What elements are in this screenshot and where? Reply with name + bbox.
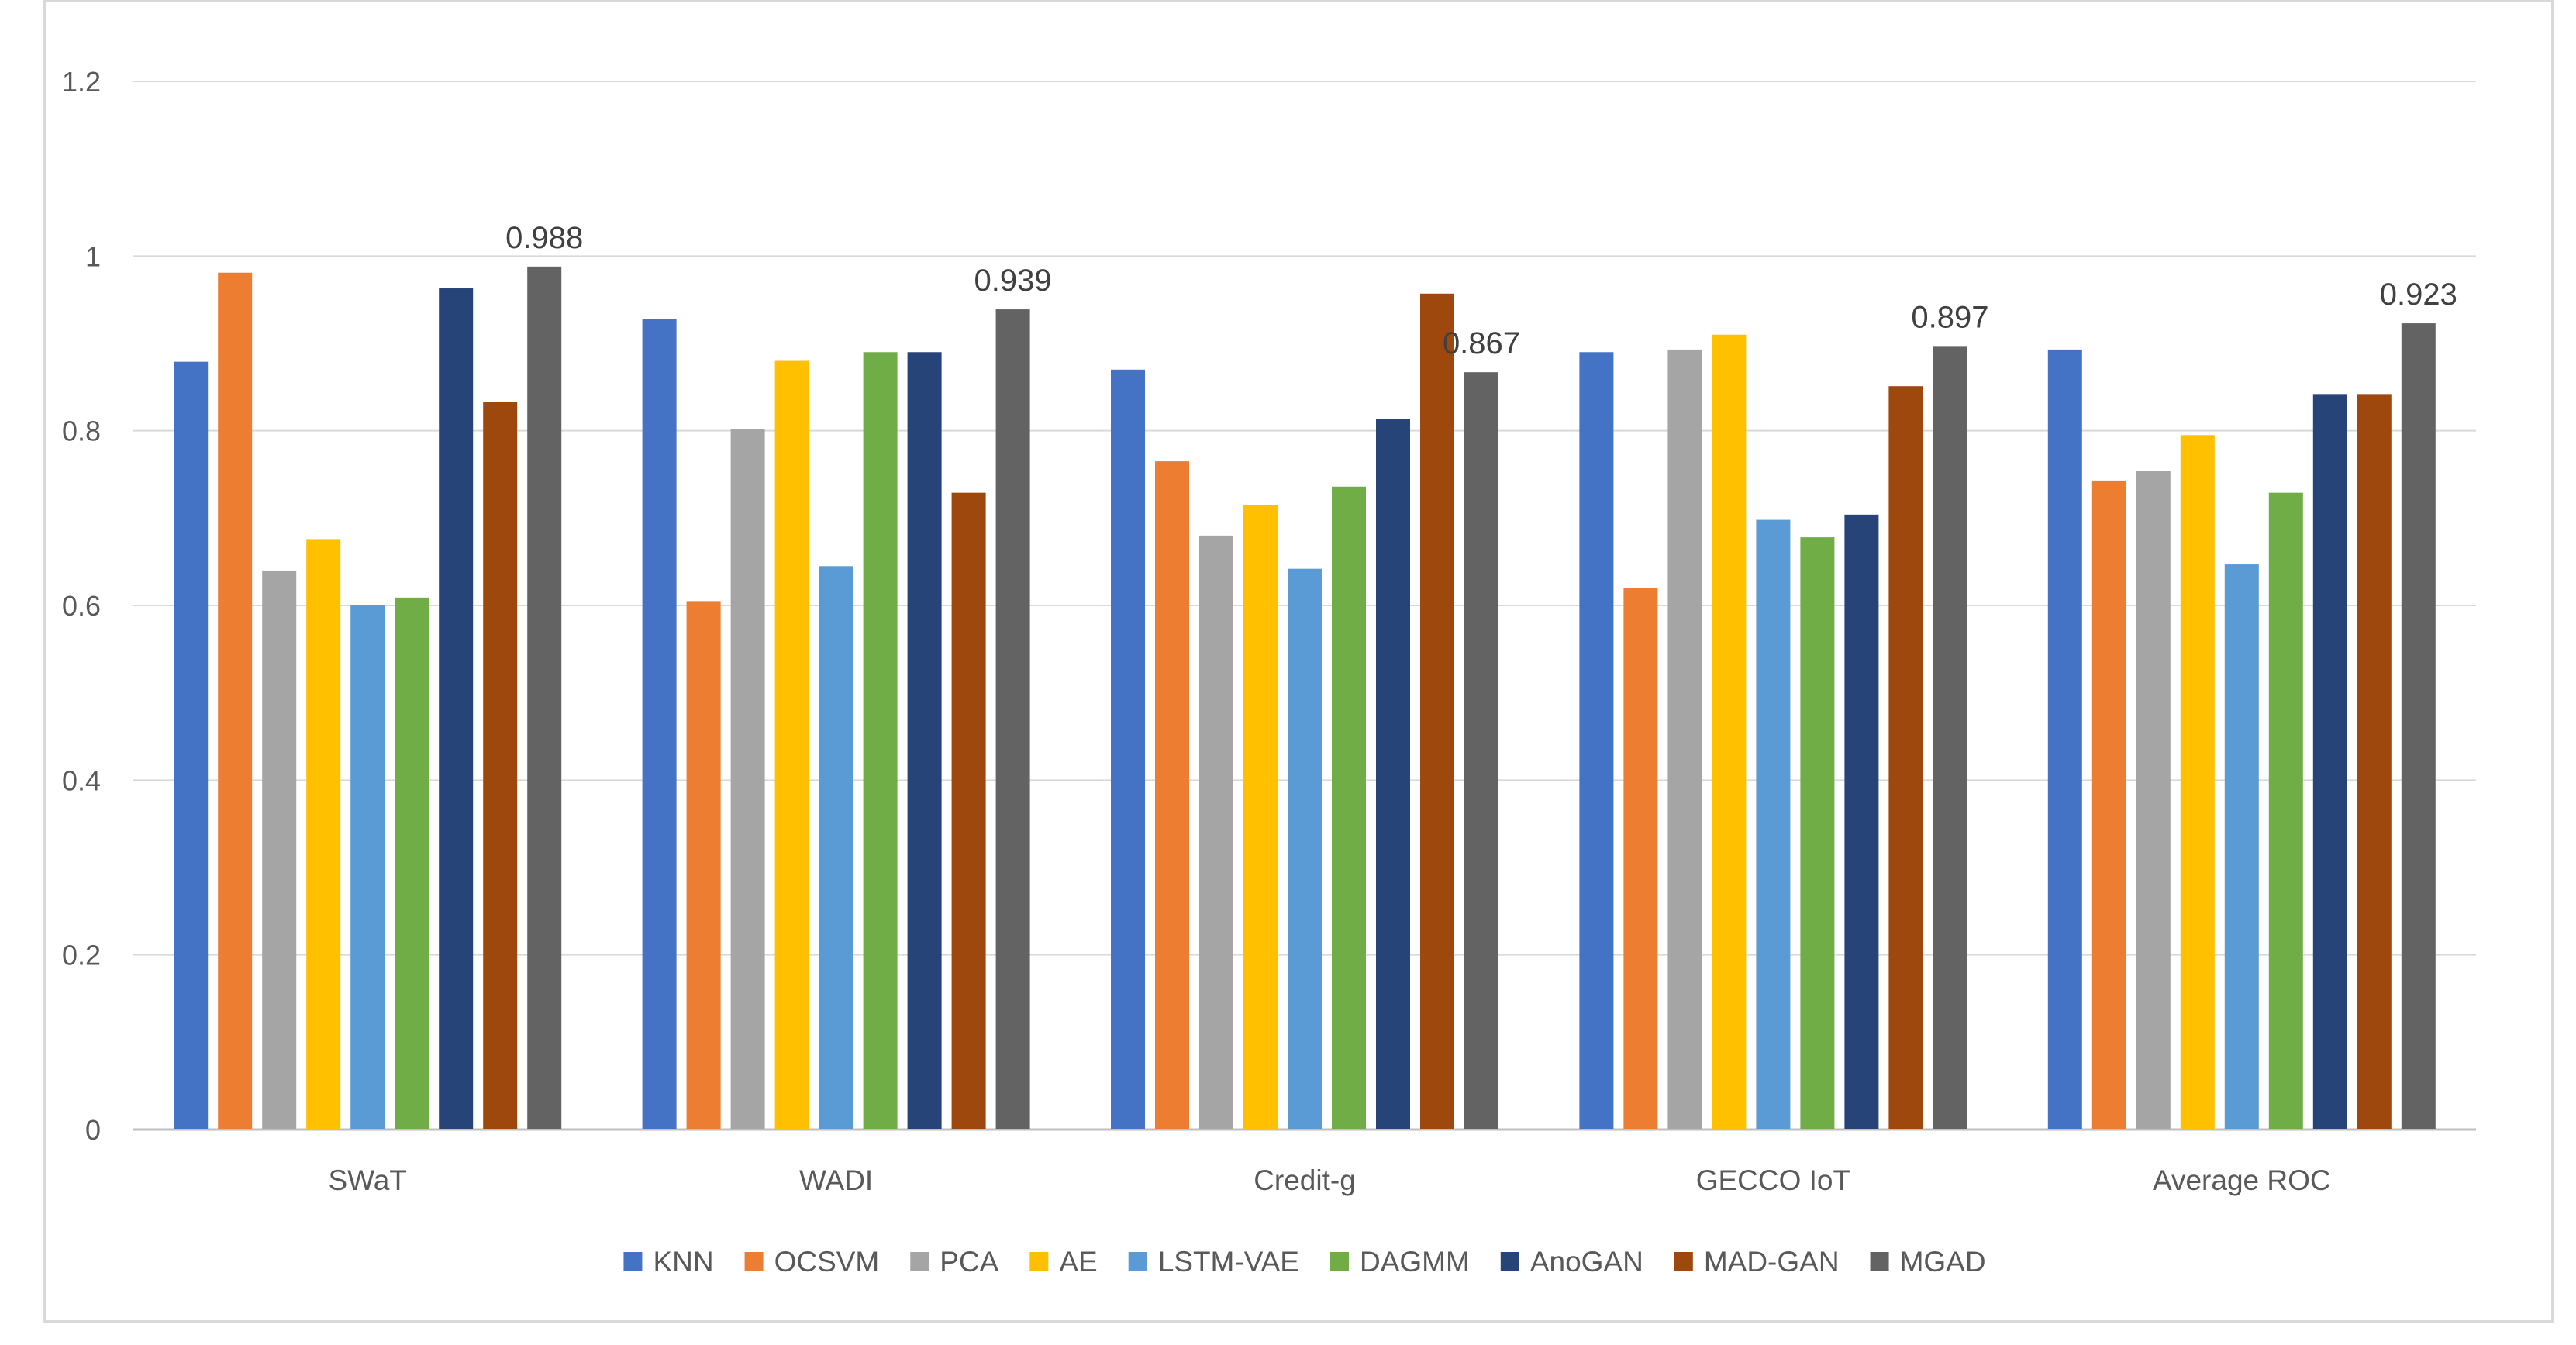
bar-dagmm-credit-g [1332, 486, 1366, 1129]
bar-pca-average-roc [2136, 471, 2171, 1129]
legend-label: AE [1059, 1246, 1097, 1278]
data-labels: 0.988 0.939 0.867 0.897 0.923 [505, 221, 2457, 360]
bar-anogan-gecco-iot [1844, 514, 1879, 1129]
legend-label: OCSVM [774, 1246, 880, 1278]
x-category-label: Credit-g [1254, 1164, 1356, 1196]
bar-anogan-wadi [907, 352, 942, 1129]
x-category-label: Average ROC [2153, 1164, 2331, 1196]
legend-swatch [1029, 1252, 1049, 1271]
legend-label: MGAD [1900, 1246, 1986, 1278]
legend-item-lstm-vae: LSTM-VAE [1128, 1246, 1299, 1278]
bar-knn-wadi [642, 319, 677, 1129]
bar-knn-average-roc [2047, 349, 2082, 1129]
bar-lstm-vae-gecco-iot [1756, 519, 1791, 1129]
bar-lstm-vae-swat [350, 605, 385, 1129]
bar-mgad-credit-g [1464, 372, 1498, 1129]
bar-mad-gan-wadi [951, 492, 986, 1129]
legend-item-ocsvm: OCSVM [744, 1246, 880, 1278]
bar-lstm-vae-wadi [819, 566, 853, 1129]
bar-ocsvm-credit-g [1155, 461, 1189, 1129]
x-axis-category-labels: SWaT WADI Credit-g GECCO IoT Average ROC [328, 1164, 2330, 1196]
legend-label: KNN [653, 1246, 713, 1278]
bar-ae-gecco-iot [1712, 334, 1747, 1129]
legend-item-anogan: AnoGAN [1500, 1246, 1643, 1278]
legend-swatch [1128, 1252, 1147, 1271]
bar-mad-gan-swat [483, 402, 518, 1129]
legend-item-ae: AE [1029, 1246, 1098, 1278]
bar-ae-credit-g [1243, 505, 1278, 1129]
bar-mgad-swat [527, 266, 562, 1130]
data-label: 0.867 [1443, 326, 1520, 360]
bar-ae-wadi [774, 360, 809, 1129]
bar-mad-gan-average-roc [2357, 394, 2392, 1129]
y-axis-tick-labels: 0 0.2 0.4 0.6 0.8 1 1.2 [62, 66, 101, 1146]
bar-pca-credit-g [1199, 535, 1233, 1129]
y-tick-label: 0.6 [62, 590, 101, 622]
x-category-label: WADI [799, 1164, 873, 1196]
gridlines [133, 81, 2476, 1131]
y-tick-label: 0.8 [62, 416, 101, 447]
y-tick-label: 1 [85, 240, 101, 272]
data-label: 0.923 [2380, 278, 2457, 312]
bar-pca-swat [262, 570, 297, 1129]
x-category-label: SWaT [328, 1164, 406, 1196]
legend-label: MAD-GAN [1704, 1246, 1840, 1278]
bar-mad-gan-credit-g [1420, 293, 1454, 1129]
bar-knn-gecco-iot [1579, 352, 1614, 1129]
legend: KNN OCSVM PCA AE LSTM-VAE DAGMM AnoGAN MAD-GAN M… [623, 1246, 1986, 1278]
bar-dagmm-gecco-iot [1800, 537, 1835, 1129]
data-label: 0.939 [974, 264, 1052, 298]
bar-ocsvm-average-roc [2091, 480, 2126, 1129]
bar-ocsvm-gecco-iot [1623, 588, 1658, 1129]
bar-ocsvm-swat [218, 272, 253, 1129]
bar-mgad-average-roc [2401, 323, 2436, 1129]
legend-swatch [1329, 1252, 1349, 1271]
bar-dagmm-swat [395, 597, 429, 1129]
y-tick-label: 0 [85, 1114, 101, 1146]
legend-swatch [1870, 1252, 1889, 1271]
bar-ae-swat [306, 539, 341, 1129]
bar-anogan-swat [439, 288, 474, 1129]
legend-label: PCA [940, 1246, 998, 1278]
data-label: 0.988 [505, 221, 583, 255]
bar-lstm-vae-credit-g [1288, 568, 1322, 1129]
data-label: 0.897 [1911, 300, 1988, 334]
bar-lstm-vae-average-roc [2224, 564, 2259, 1129]
legend-swatch [1500, 1252, 1519, 1271]
legend-label: DAGMM [1360, 1246, 1470, 1278]
bars [174, 266, 2436, 1130]
bar-ae-average-roc [2180, 435, 2215, 1129]
bar-mgad-wadi [995, 309, 1030, 1129]
x-category-label: GECCO IoT [1696, 1164, 1850, 1196]
bar-mgad-gecco-iot [1933, 346, 1967, 1129]
legend-item-pca: PCA [910, 1246, 999, 1278]
legend-swatch [1674, 1252, 1693, 1271]
legend-label: AnoGAN [1530, 1246, 1643, 1278]
y-tick-label: 0.4 [62, 764, 101, 796]
legend-swatch [910, 1252, 929, 1271]
legend-swatch [744, 1252, 764, 1271]
legend-label: LSTM-VAE [1158, 1246, 1299, 1278]
bar-ocsvm-wadi [686, 601, 721, 1129]
legend-item-knn: KNN [623, 1246, 714, 1278]
bar-knn-swat [174, 361, 209, 1129]
y-tick-label: 1.2 [62, 66, 101, 98]
bar-dagmm-average-roc [2268, 492, 2303, 1129]
bar-dagmm-wadi [863, 352, 898, 1129]
bar-mad-gan-gecco-iot [1888, 386, 1923, 1129]
legend-item-dagmm: DAGMM [1329, 1246, 1470, 1278]
legend-swatch [623, 1252, 643, 1271]
y-tick-label: 0.2 [62, 940, 101, 971]
bar-anogan-average-roc [2312, 394, 2347, 1129]
bar-pca-wadi [730, 429, 765, 1129]
bar-pca-gecco-iot [1667, 349, 1702, 1129]
bar-anogan-credit-g [1376, 419, 1410, 1129]
legend-item-mgad: MGAD [1870, 1246, 1986, 1278]
bar-knn-credit-g [1111, 369, 1145, 1129]
legend-item-mad-gan: MAD-GAN [1674, 1246, 1840, 1278]
